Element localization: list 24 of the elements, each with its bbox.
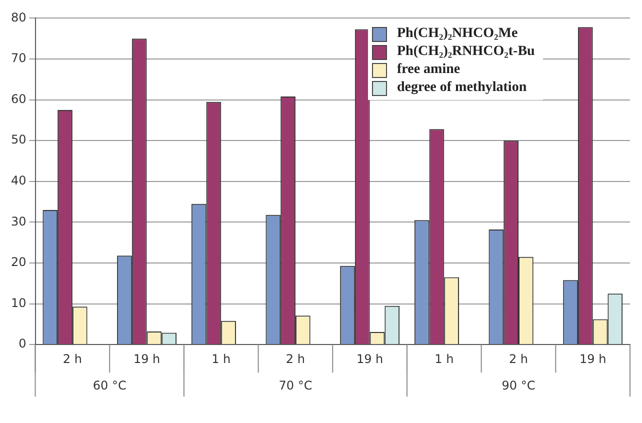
- y-tick-label: 0: [18, 336, 26, 351]
- y-tick-label: 40: [10, 174, 26, 188]
- x-tick-label: 19 h: [133, 352, 160, 366]
- x-tick-label: 19 h: [579, 352, 606, 366]
- y-tick-label: 80: [10, 10, 26, 24]
- x-tick-label: 2 h: [62, 352, 82, 366]
- x-tick-label: 1 h: [434, 352, 454, 366]
- y-tick-label: 10: [10, 296, 26, 310]
- x-tick-label: 19 h: [356, 352, 384, 366]
- y-tick-label: 50: [10, 132, 26, 147]
- x-tick-label: 2 h: [508, 352, 528, 366]
- legend-label: Ph(CH₂)₂NHCO₂Me: [397, 26, 518, 42]
- x-tick-label: 2 h: [286, 352, 305, 366]
- text: 70 °C: [278, 378, 312, 393]
- x-tick-label: 1 h: [212, 352, 231, 366]
- y-tick-label: 30: [10, 214, 26, 228]
- text: 60 °C: [92, 378, 126, 393]
- legend-label: Ph(CH₂)₂RNHCO₂t-Bu: [397, 44, 535, 60]
- y-tick-label: 60: [10, 92, 26, 106]
- text: 90 °C: [502, 378, 536, 393]
- legend-label: free amine: [397, 62, 460, 78]
- y-tick-label: 70: [10, 51, 26, 66]
- legend-label: degree of methylation: [397, 80, 527, 96]
- y-tick-label: 20: [10, 255, 26, 270]
